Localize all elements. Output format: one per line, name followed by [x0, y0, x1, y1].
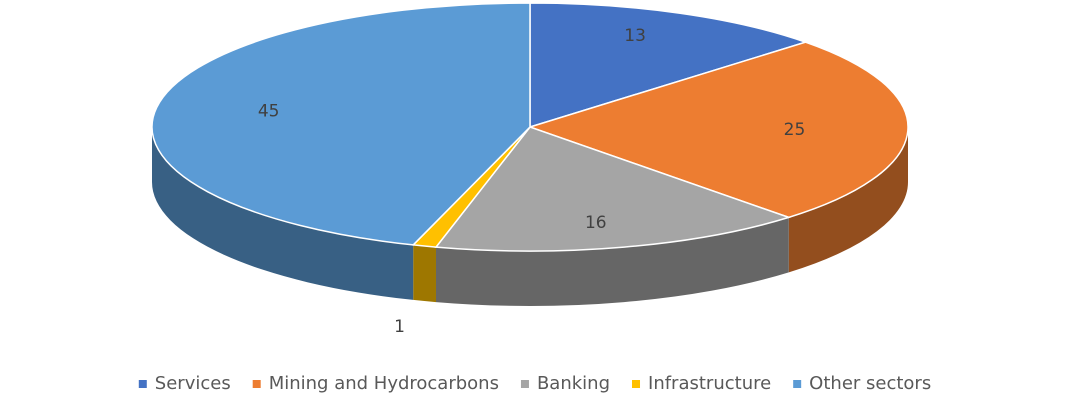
legend: Services Mining and Hydrocarbons Banking In…	[138, 373, 931, 394]
slice-side	[152, 127, 414, 300]
legend-label: Banking	[537, 373, 610, 394]
data-label: 1	[394, 317, 405, 337]
legend-swatch	[793, 380, 802, 388]
data-label: 25	[784, 120, 806, 140]
data-label: 45	[258, 101, 280, 121]
legend-swatch	[252, 380, 261, 388]
slice-side	[788, 127, 908, 273]
slice	[151, 2, 531, 246]
data-label: 13	[624, 26, 646, 46]
legend-label: Services	[155, 373, 231, 394]
legend-label: Mining and Hydrocarbons	[269, 373, 499, 394]
slice	[434, 126, 792, 252]
legend-swatch	[632, 380, 641, 388]
legend-swatch	[138, 380, 147, 388]
slice	[527, 41, 909, 219]
slice-side	[413, 244, 436, 303]
data-label: 16	[585, 213, 607, 233]
slice-side	[435, 217, 789, 306]
legend-label: Other sectors	[809, 373, 931, 394]
slice	[529, 2, 808, 129]
legend-label: Infrastructure	[648, 373, 771, 394]
legend-swatch	[520, 380, 529, 388]
